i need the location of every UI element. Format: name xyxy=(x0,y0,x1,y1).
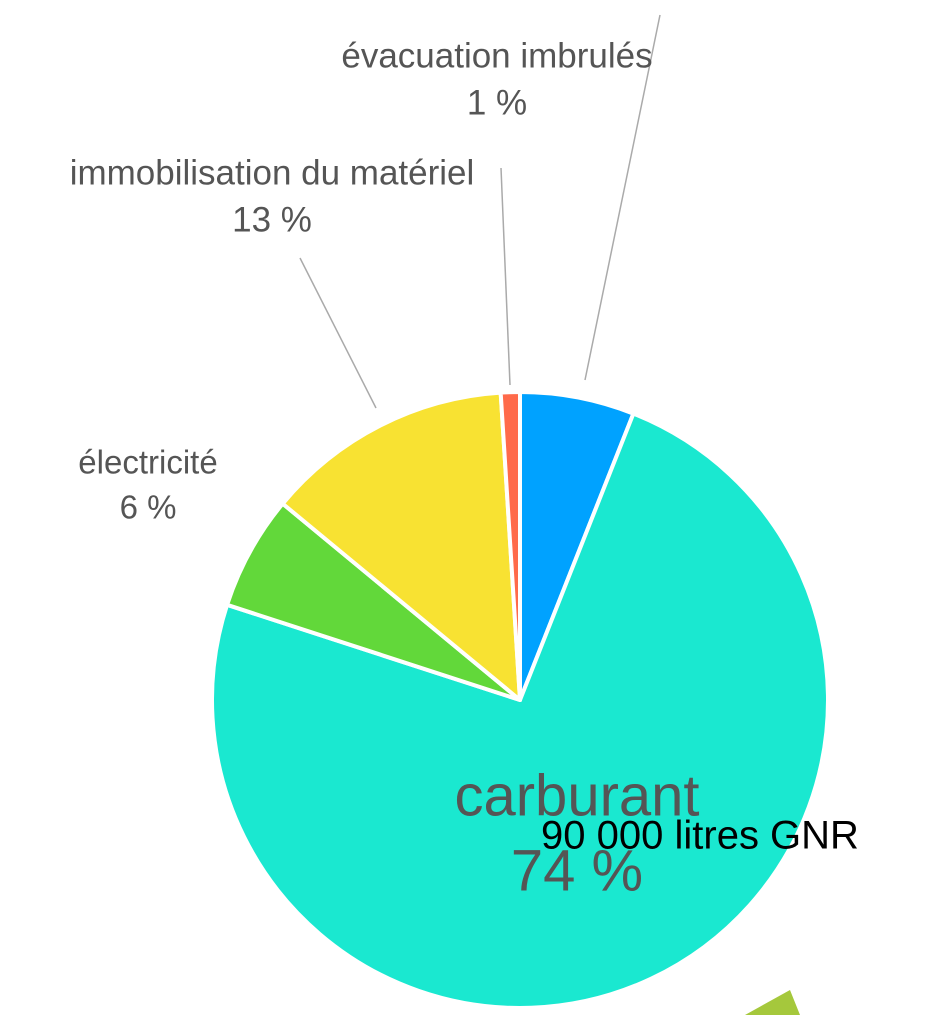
annotation: 90 000 litres GNR xyxy=(541,814,859,858)
slice-label: évacuation imbrulés xyxy=(341,36,652,75)
slice-value-label: 13 % xyxy=(232,200,312,239)
slice-value-label: 74 % xyxy=(511,838,643,903)
slice-label: électricité xyxy=(78,444,217,481)
pie-slice xyxy=(280,390,522,702)
leader-line xyxy=(500,167,511,386)
leader-line xyxy=(299,257,377,409)
slice-value-label: 1 % xyxy=(467,83,527,122)
leader-lines xyxy=(299,14,661,409)
slice-label: immobilisation du matériel xyxy=(70,153,475,192)
logo xyxy=(745,990,800,1015)
leader-line xyxy=(584,14,661,381)
slice-value-label: 6 % xyxy=(120,489,177,526)
logo-shape xyxy=(745,990,800,1015)
pie-slice xyxy=(498,390,522,702)
slice-label: carburant xyxy=(454,763,699,828)
pie-slice xyxy=(210,411,830,1010)
